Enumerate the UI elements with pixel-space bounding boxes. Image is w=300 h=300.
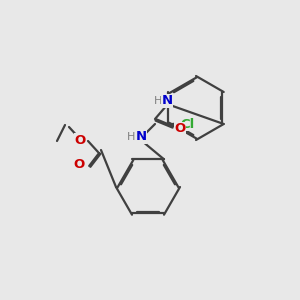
Text: H: H bbox=[127, 132, 135, 142]
Text: O: O bbox=[74, 158, 85, 172]
Text: O: O bbox=[74, 134, 86, 146]
Text: H: H bbox=[154, 96, 162, 106]
Text: N: N bbox=[161, 94, 172, 107]
Text: N: N bbox=[135, 130, 147, 143]
Text: Cl: Cl bbox=[180, 118, 194, 130]
Text: O: O bbox=[174, 122, 186, 136]
